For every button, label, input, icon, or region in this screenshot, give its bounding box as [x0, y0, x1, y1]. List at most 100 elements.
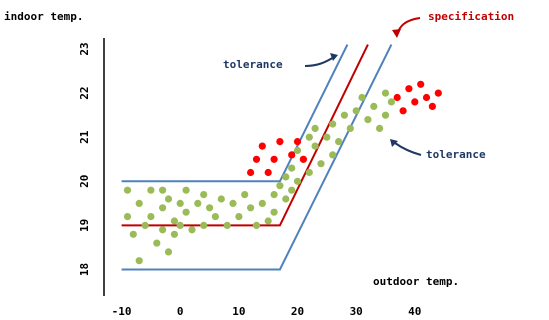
- green-data-point: [258, 199, 266, 207]
- green-data-point: [135, 199, 143, 207]
- annotation-tolerance-lower-arrowhead: [390, 139, 398, 147]
- green-data-point: [329, 151, 337, 159]
- annotation-specification-arrowhead: [392, 29, 401, 38]
- annotation-specification: specification: [428, 10, 514, 23]
- green-data-point: [123, 186, 132, 194]
- y-tick-label: 21: [78, 130, 91, 144]
- annotation-tolerance-upper-arrow: [304, 56, 335, 67]
- green-data-point: [159, 186, 167, 194]
- green-data-point: [270, 208, 278, 216]
- green-data-point: [282, 195, 290, 203]
- green-data-point: [370, 102, 378, 110]
- x-tick-label: 0: [177, 305, 184, 318]
- y-tick-label: 23: [78, 42, 91, 55]
- green-data-point: [311, 142, 319, 150]
- green-data-point: [147, 186, 155, 194]
- green-data-point: [200, 221, 208, 229]
- green-data-point: [376, 124, 384, 132]
- red-data-point: [417, 80, 425, 88]
- y-tick-labels: 18 19 20 21 22 23: [78, 42, 91, 276]
- green-data-point: [170, 217, 178, 225]
- x-tick-label: 40: [408, 305, 421, 318]
- green-data-point: [217, 195, 225, 203]
- x-tick-labels: -10 0 10 20 30 40: [112, 305, 422, 318]
- red-data-point: [411, 98, 419, 106]
- annotation-tolerance-upper: tolerance: [223, 58, 283, 71]
- tolerance-lower-line: [121, 44, 393, 271]
- annotation-tolerance-lower-arrow: [394, 142, 422, 156]
- green-data-point: [282, 173, 290, 181]
- green-data-point: [305, 168, 313, 177]
- y-tick-label: 20: [78, 175, 91, 188]
- y-tick-label: 22: [78, 86, 91, 99]
- red-data-point: [405, 85, 413, 93]
- green-data-point: [188, 226, 196, 234]
- green-data-point: [364, 116, 372, 124]
- annotation-specification-arrow: [396, 17, 421, 35]
- x-axis-title: outdoor temp.: [373, 275, 459, 288]
- red-data-point: [428, 102, 436, 110]
- green-data-point: [311, 124, 319, 132]
- red-data-point: [399, 107, 407, 115]
- green-data-point: [159, 204, 167, 212]
- red-data-point: [288, 151, 296, 159]
- green-data-point: [200, 191, 208, 199]
- red-data-point: [270, 155, 278, 163]
- green-data-point: [123, 213, 132, 221]
- green-data-point: [293, 146, 302, 155]
- green-data-point: [329, 120, 337, 128]
- x-tick-label: 20: [291, 305, 304, 318]
- scatter-points: [123, 80, 442, 265]
- green-data-point: [335, 138, 343, 146]
- green-data-point: [147, 213, 155, 221]
- green-data-point: [176, 199, 184, 207]
- red-data-point: [258, 142, 266, 150]
- green-data-point: [153, 239, 161, 247]
- x-tick-label: 10: [232, 305, 245, 318]
- x-tick-label: -10: [112, 305, 132, 318]
- red-data-point: [252, 155, 261, 163]
- red-data-point: [264, 168, 272, 177]
- red-data-point: [247, 168, 255, 177]
- green-data-point: [305, 133, 313, 141]
- green-data-point: [276, 182, 284, 190]
- green-data-point: [381, 89, 390, 97]
- x-tick-label: 30: [350, 305, 363, 318]
- green-data-point: [194, 199, 202, 207]
- green-data-point: [182, 186, 190, 194]
- green-data-point: [387, 98, 395, 106]
- green-data-point: [223, 221, 231, 229]
- green-data-point: [235, 213, 243, 221]
- green-data-point: [141, 221, 149, 229]
- green-data-point: [170, 230, 178, 238]
- specification-line: [121, 44, 369, 227]
- green-data-point: [182, 208, 190, 216]
- green-data-point: [159, 226, 167, 234]
- red-data-point: [434, 89, 442, 97]
- green-data-point: [211, 213, 219, 221]
- green-data-point: [176, 221, 184, 229]
- green-data-point: [317, 160, 325, 168]
- red-data-point: [293, 138, 302, 146]
- green-data-point: [358, 93, 366, 102]
- tolerance-upper-line: [121, 44, 349, 183]
- y-axis-title: indoor temp.: [4, 10, 83, 23]
- green-data-point: [247, 204, 255, 212]
- green-data-point: [135, 257, 143, 265]
- annotation-tolerance-lower: tolerance: [426, 148, 486, 161]
- green-data-point: [252, 221, 261, 229]
- green-data-point: [288, 186, 296, 194]
- green-data-point: [340, 111, 348, 119]
- green-data-point: [241, 191, 249, 199]
- y-tick-label: 18: [78, 263, 91, 276]
- green-data-point: [164, 195, 173, 203]
- green-data-point: [129, 230, 137, 238]
- green-data-point: [352, 107, 360, 115]
- green-data-point: [206, 204, 214, 212]
- green-data-point: [346, 124, 354, 132]
- annotation-tolerance-upper-arrowhead: [330, 53, 338, 61]
- green-data-point: [288, 164, 296, 172]
- green-data-point: [164, 248, 173, 256]
- green-data-point: [229, 199, 237, 207]
